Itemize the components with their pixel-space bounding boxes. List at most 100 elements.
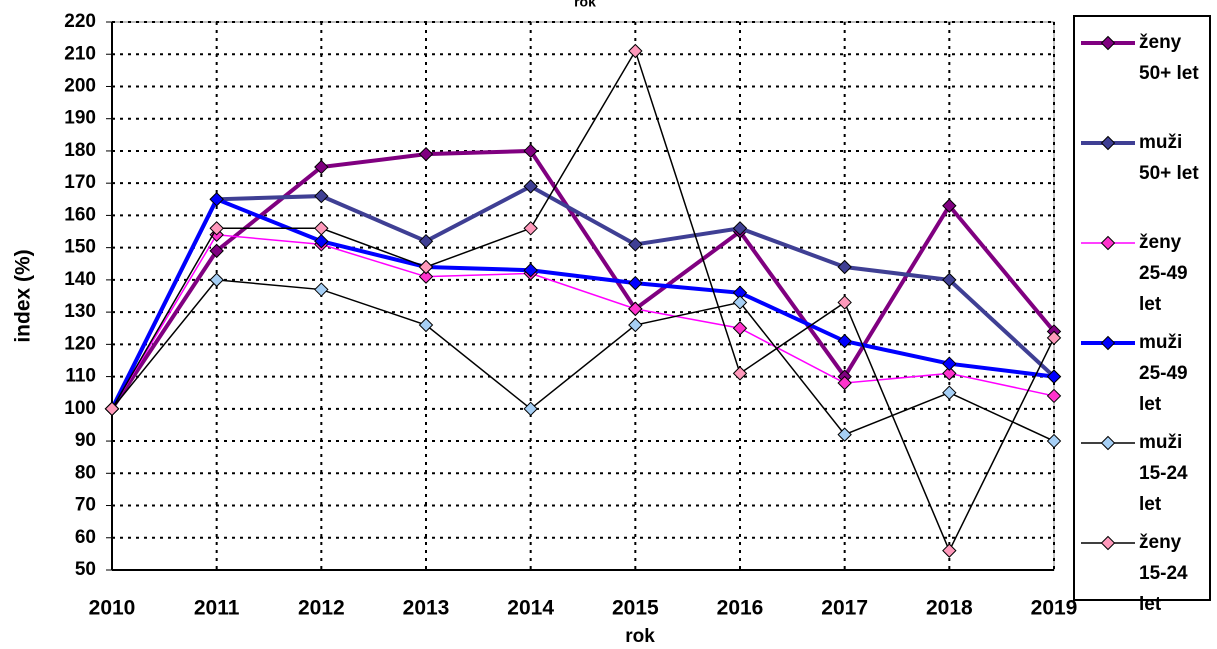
data-point xyxy=(628,317,643,333)
y-tick-label: 210 xyxy=(64,43,96,64)
data-point xyxy=(523,143,538,159)
data-point xyxy=(837,427,852,442)
x-tick-label: 2017 xyxy=(821,597,868,620)
data-point xyxy=(837,295,852,310)
y-tick-label: 160 xyxy=(64,204,96,225)
legend-swatch xyxy=(1081,435,1135,451)
data-point xyxy=(209,221,224,236)
y-tick-label: 140 xyxy=(64,269,96,290)
x-tick-label: 2015 xyxy=(612,597,659,620)
legend-label: ženy 50+ let xyxy=(1139,32,1199,84)
y-tick-label: 130 xyxy=(64,301,96,322)
legend-marker xyxy=(1100,35,1116,51)
chart-title: rok xyxy=(574,0,596,10)
data-point xyxy=(523,263,538,278)
data-point xyxy=(1046,330,1062,346)
legend-marker xyxy=(1100,535,1116,551)
data-point xyxy=(418,259,434,275)
data-point xyxy=(628,237,643,252)
x-tick-label: 2019 xyxy=(1031,597,1078,620)
data-point xyxy=(523,221,538,236)
data-point xyxy=(418,233,434,249)
data-point xyxy=(942,198,957,213)
legend-entry: ženy 25-49 let xyxy=(1075,223,1209,317)
y-tick-label: 180 xyxy=(64,140,96,161)
series-line xyxy=(111,49,1055,553)
data-point xyxy=(942,356,957,371)
data-point xyxy=(628,301,643,317)
data-point xyxy=(732,321,748,336)
y-tick-label: 120 xyxy=(64,333,96,354)
series-line xyxy=(110,148,1056,410)
data-point xyxy=(209,243,224,259)
legend-swatch xyxy=(1081,535,1135,551)
legend-entry: muži 50+ let xyxy=(1075,123,1209,217)
y-tick-label: 150 xyxy=(64,237,96,258)
data-point xyxy=(314,233,329,249)
y-tick-label: 60 xyxy=(75,527,96,548)
data-point xyxy=(209,272,224,288)
series-line xyxy=(110,196,1055,410)
legend-label: ženy 25-49 let xyxy=(1139,232,1188,315)
legend-marker xyxy=(1100,135,1116,151)
y-tick-label: 190 xyxy=(64,108,96,129)
data-point xyxy=(314,221,329,236)
y-tick-label: 100 xyxy=(64,398,96,419)
data-point xyxy=(1046,369,1062,384)
legend-marker xyxy=(1100,335,1116,351)
x-tick-label: 2013 xyxy=(403,597,450,620)
series-line xyxy=(111,233,1055,410)
data-point xyxy=(732,295,748,310)
data-point xyxy=(732,221,748,236)
legend-swatch xyxy=(1081,235,1135,251)
data-point xyxy=(942,543,957,558)
data-point xyxy=(418,146,434,162)
data-point xyxy=(942,385,957,400)
data-point xyxy=(104,401,120,417)
legend-entry: muži 25-49 let xyxy=(1075,323,1209,417)
y-tick-label: 50 xyxy=(75,559,96,580)
data-point xyxy=(732,366,748,381)
data-point xyxy=(837,259,852,275)
x-tick-label: 2014 xyxy=(507,597,554,620)
x-axis-label: rok xyxy=(625,626,655,647)
data-point xyxy=(523,179,538,194)
data-point xyxy=(628,43,643,59)
data-point xyxy=(1046,433,1062,449)
legend-label: muži 25-49 let xyxy=(1139,332,1188,415)
legend: ženy 50+ let muži 50+ let ženy 25-49 let mu… xyxy=(1073,15,1211,615)
y-tick-label: 200 xyxy=(64,75,96,96)
x-tick-label: 2012 xyxy=(298,597,345,620)
y-tick-label: 80 xyxy=(75,462,96,483)
legend-marker xyxy=(1100,235,1116,251)
series-line xyxy=(111,279,1055,442)
plot-area xyxy=(111,21,1055,571)
legend-swatch xyxy=(1081,35,1135,51)
data-point xyxy=(523,401,538,417)
data-point xyxy=(1046,388,1062,404)
legend-label: muži 15-24 let xyxy=(1139,432,1188,515)
x-tick-label: 2016 xyxy=(717,597,764,620)
data-point xyxy=(209,192,224,207)
y-tick-label: 90 xyxy=(75,430,96,451)
y-tick-label: 110 xyxy=(65,366,96,387)
legend-label: muži 50+ let xyxy=(1139,132,1199,184)
y-axis-label: index (%) xyxy=(12,249,35,342)
data-point xyxy=(942,366,957,381)
legend-entry: ženy 15-24 let xyxy=(1075,523,1209,617)
data-point xyxy=(314,159,329,175)
data-point xyxy=(314,282,329,297)
legend-label: ženy 15-24 let xyxy=(1139,532,1188,615)
x-tick-label: 2018 xyxy=(926,597,973,620)
legend-marker xyxy=(1100,435,1116,451)
data-point xyxy=(418,269,434,284)
series-line xyxy=(110,184,1056,410)
x-tick-label: 2011 xyxy=(194,597,240,620)
legend-entry: ženy 50+ let xyxy=(1075,23,1209,117)
data-point xyxy=(418,317,434,333)
legend-swatch xyxy=(1081,135,1135,151)
y-tick-label: 170 xyxy=(64,172,96,193)
legend-entry: muži 15-24 let xyxy=(1075,423,1209,517)
y-tick-label: 220 xyxy=(64,11,96,32)
